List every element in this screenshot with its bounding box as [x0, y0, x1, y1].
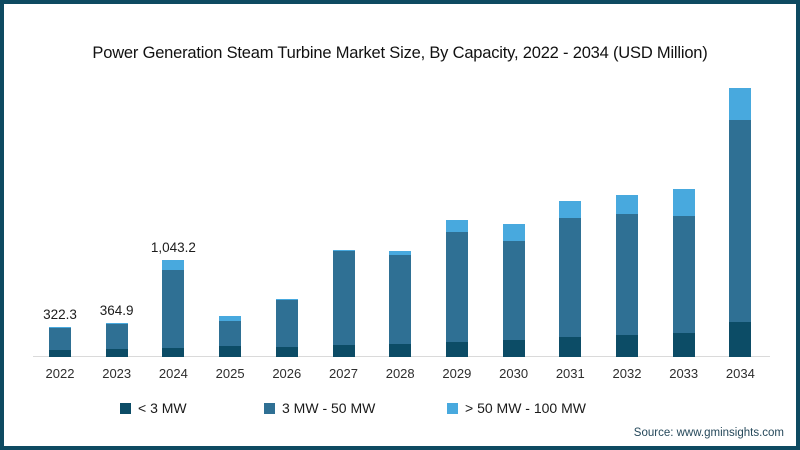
bar-2023	[105, 323, 128, 357]
bar-segment-2032	[616, 213, 638, 335]
bar-segment-2033	[672, 333, 695, 357]
x-axis-label-2026: 2026	[272, 366, 302, 381]
bar-segment-2032	[616, 195, 638, 214]
bar-2030	[502, 223, 525, 357]
bar-segment-2031	[559, 218, 582, 337]
bar-segment-2025	[219, 346, 242, 357]
bar-segment-2030	[502, 339, 525, 357]
x-axis-label-2024: 2024	[158, 366, 188, 381]
bar-2029	[445, 220, 468, 357]
bar-segment-2027	[332, 345, 355, 357]
bar-segment-2022	[49, 328, 71, 350]
bar-segment-2030	[502, 241, 525, 340]
bar-value-label-2023: 364.9	[99, 303, 134, 319]
bar-segment-2033	[672, 216, 695, 333]
bar-segment-2029	[445, 342, 468, 357]
bar-segment-2029	[445, 231, 468, 342]
legend-swatch-3mw-50mw	[264, 403, 275, 414]
bar-2028	[389, 251, 412, 357]
bar-2034	[729, 87, 752, 357]
legend-item-lt-3mw: < 3 MW	[120, 400, 187, 416]
legend-swatch-lt-3mw	[120, 403, 131, 414]
x-axis-label-2033: 2033	[669, 366, 699, 381]
chart-title: Power Generation Steam Turbine Market Si…	[92, 44, 708, 62]
x-axis-label-2025: 2025	[215, 366, 245, 381]
bar-segment-2029	[445, 220, 468, 232]
bar-segment-2031	[559, 337, 582, 357]
bar-segment-2025	[219, 316, 242, 321]
bar-value-label-2022: 322.3	[43, 307, 77, 322]
bar-segment-2024	[162, 269, 185, 348]
bar-segment-2027	[332, 249, 355, 251]
chart-canvas: Power Generation Steam Turbine Market Si…	[4, 4, 796, 446]
bar-segment-2026	[275, 298, 298, 301]
legend-swatch-50mw-100mw	[447, 403, 458, 414]
plot-area: 322.3 2022 364.9 2023 1,043.2 2024 2025 2026 202…	[4, 4, 796, 446]
legend-label: > 50 MW - 100 MW	[465, 400, 586, 416]
source-text: Source: www.gminsights.com	[633, 427, 784, 439]
x-axis-label-2023: 2023	[102, 366, 132, 381]
x-axis-label-2031: 2031	[555, 366, 585, 381]
bar-segment-2030	[502, 223, 525, 242]
bar-segment-2028	[389, 343, 412, 357]
bar-2033	[672, 188, 695, 357]
bar-segment-2033	[672, 188, 695, 217]
legend-item-3mw-50mw: 3 MW - 50 MW	[264, 400, 375, 416]
x-axis-label-2027: 2027	[329, 366, 358, 381]
bar-segment-2028	[389, 251, 412, 256]
bar-segment-2022	[49, 349, 71, 357]
bar-2025	[219, 316, 242, 357]
x-axis-label-2028: 2028	[385, 366, 415, 381]
bar-segment-2023	[105, 348, 128, 357]
bar-segment-2025	[219, 320, 242, 347]
x-axis-label-2030: 2030	[499, 366, 529, 381]
bar-value-label-2024: 1,043.2	[150, 240, 196, 255]
bar-segment-2034	[729, 87, 752, 121]
legend-label: < 3 MW	[138, 400, 187, 416]
bar-segment-2027	[332, 250, 355, 346]
bar-segment-2026	[275, 346, 298, 357]
bar-segment-2022	[49, 327, 71, 328]
bar-segment-2028	[389, 255, 412, 344]
bar-2031	[559, 201, 582, 357]
x-axis-label-2034: 2034	[725, 366, 755, 381]
bar-2027	[332, 249, 355, 357]
legend: < 3 MW 3 MW - 50 MW > 50 MW - 100 MW	[4, 400, 796, 418]
bar-2026	[275, 298, 298, 357]
legend-item-50mw-100mw: > 50 MW - 100 MW	[447, 400, 586, 416]
x-axis-label-2032: 2032	[612, 366, 642, 381]
bar-segment-2031	[559, 201, 582, 218]
bar-segment-2032	[616, 334, 638, 357]
bar-2032	[616, 195, 638, 357]
bar-segment-2023	[105, 323, 128, 325]
bar-2024	[162, 259, 185, 357]
bar-2022	[49, 327, 71, 357]
bar-segment-2034	[729, 322, 752, 357]
bar-segment-2034	[729, 120, 752, 322]
x-axis-label-2029: 2029	[442, 366, 472, 381]
bar-segment-2024	[162, 347, 185, 357]
bar-segment-2024	[162, 259, 185, 270]
bar-segment-2026	[275, 300, 298, 347]
x-axis-label-2022: 2022	[45, 366, 75, 381]
legend-label: 3 MW - 50 MW	[282, 400, 376, 416]
bar-segment-2023	[105, 324, 128, 349]
